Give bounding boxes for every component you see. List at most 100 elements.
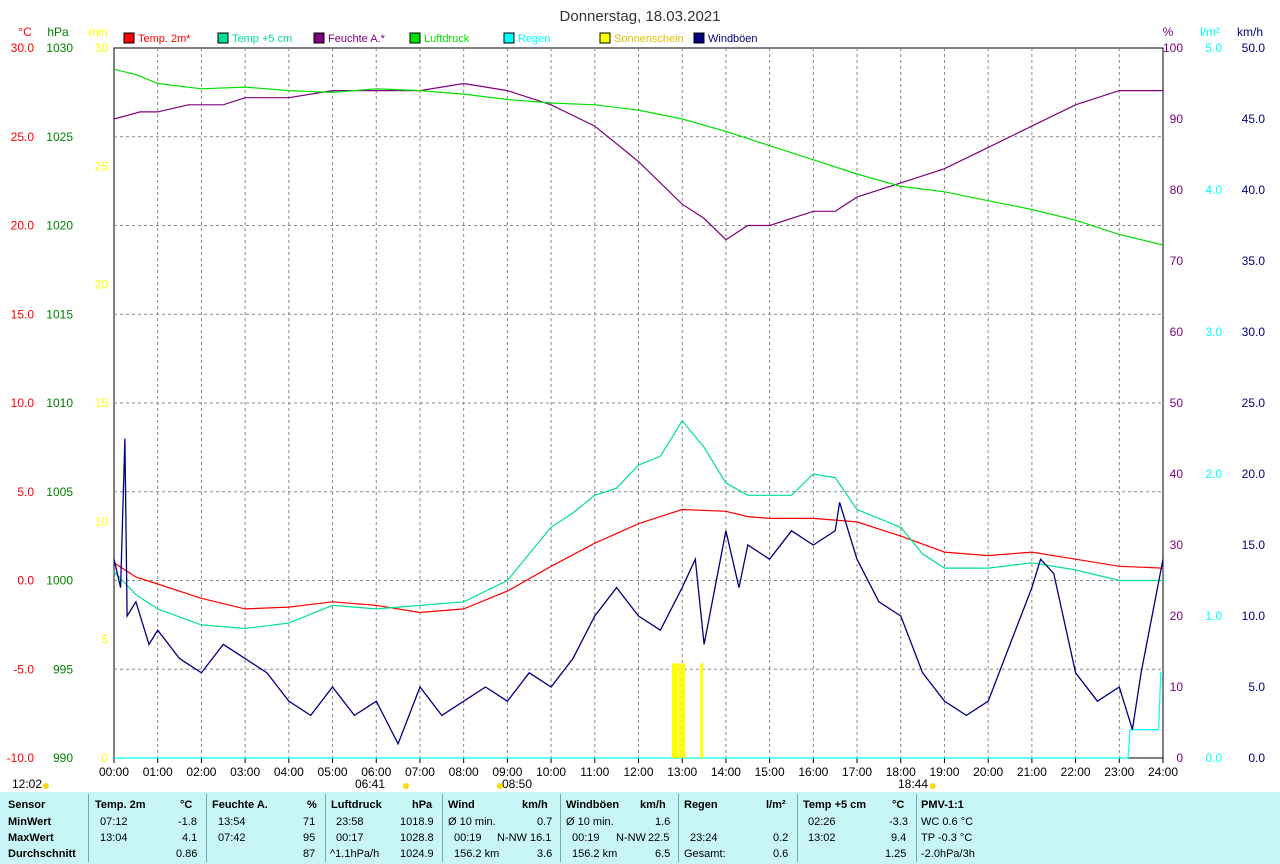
boeen-max: 22.5 xyxy=(648,832,670,844)
legend-swatch xyxy=(693,32,705,44)
temp5-min: -3.3 xyxy=(889,816,908,828)
sunshine-bar xyxy=(678,663,682,758)
wind-dist: 156.2 km xyxy=(454,848,500,860)
y-tick-label-temp_c: -10.0 xyxy=(7,751,35,765)
axis-unit-rain_lm2: l/m² xyxy=(1200,25,1220,39)
y-tick-label-pressure_hpa: 990 xyxy=(53,751,73,765)
y-tick-label-pressure_hpa: 1000 xyxy=(46,574,73,588)
x-tick-label: 10:00 xyxy=(536,765,566,779)
temp2m-min: -1.8 xyxy=(178,816,197,828)
x-tick-label: 14:00 xyxy=(711,765,741,779)
feuchte-min-time: 13:54 xyxy=(218,816,246,828)
y-tick-label-wind_kmh: 30.0 xyxy=(1242,325,1266,339)
header-wind: Wind xyxy=(448,799,475,811)
y-tick-label-wind_kmh: 0.0 xyxy=(1248,751,1265,765)
header-temp2m: Temp. 2m xyxy=(95,799,146,811)
regen-max: 0.2 xyxy=(773,832,789,844)
x-axis-ticks: 00:00 01:00 02:00 03:00 04:00 05:00 06:00 07:00… xyxy=(99,758,1178,779)
axis-unit-labels: °C hPa min% l/m² km/h xyxy=(18,25,1263,39)
y-tick-label-humidity_pct: 50 xyxy=(1170,396,1184,410)
y-tick-label-pressure_hpa: 1020 xyxy=(46,219,73,233)
header-boeen-unit: km/h xyxy=(640,799,666,811)
boeen-avg: 6.5 xyxy=(655,848,671,860)
header-feuchte-unit: % xyxy=(307,799,317,811)
time-annotation: 08:50 xyxy=(502,777,532,791)
time-annotation: 06:41 xyxy=(355,777,385,791)
x-tick-label: 16:00 xyxy=(798,765,828,779)
luftdruck-trend: ^1.1hPa/h xyxy=(330,848,380,860)
x-tick-label: 20:00 xyxy=(973,765,1003,779)
y-tick-label-sunshine_min: 15 xyxy=(95,396,109,410)
sun-marker-icon xyxy=(496,783,503,789)
x-tick-label: 07:00 xyxy=(405,765,435,779)
y-tick-label-wind_kmh: 35.0 xyxy=(1242,254,1266,268)
weather-chart: Donnerstag, 18.03.2021 Temp. 2m* Temp +5 … xyxy=(7,8,1266,791)
feuchte-avg: 87 xyxy=(303,848,316,860)
sunshine-bar xyxy=(700,663,704,758)
feuchte-min: 71 xyxy=(303,816,316,828)
wind-avg: 3.6 xyxy=(537,848,553,860)
header-boeen: Windböen xyxy=(566,799,620,811)
sun-marker-icon xyxy=(929,783,936,789)
y-axis-ticks: 30.025.020.015.010.05.00.0-5.0-10.010301… xyxy=(7,41,1266,765)
series-line xyxy=(114,672,1163,759)
x-tick-label: 03:00 xyxy=(230,765,260,779)
y-tick-label-humidity_pct: 70 xyxy=(1170,254,1184,268)
legend-label: Windböen xyxy=(708,33,758,45)
temp2m-min-time: 07:12 xyxy=(100,816,128,828)
y-tick-label-rain_lm2: 4.0 xyxy=(1205,183,1222,197)
y-tick-label-temp_c: 25.0 xyxy=(11,130,35,144)
axis-unit-sunshine_min: min xyxy=(88,25,107,39)
luftdruck-min: 1018.9 xyxy=(400,816,434,828)
luftdruck-avg: 1024.9 xyxy=(400,848,434,860)
axis-unit-temp_c: °C xyxy=(18,25,32,39)
y-tick-label-rain_lm2: 3.0 xyxy=(1205,325,1222,339)
y-tick-label-pressure_hpa: 1030 xyxy=(46,41,73,55)
axis-unit-pressure_hpa: hPa xyxy=(47,25,69,39)
y-tick-label-humidity_pct: 20 xyxy=(1170,609,1184,623)
y-tick-label-sunshine_min: 10 xyxy=(95,514,109,528)
series-line xyxy=(113,82,1163,241)
x-tick-label: 15:00 xyxy=(755,765,785,779)
time-annotation: 12:02 xyxy=(12,777,42,791)
y-tick-label-rain_lm2: 1.0 xyxy=(1205,609,1222,623)
temp2m-avg: 0.86 xyxy=(176,848,198,860)
y-tick-label-humidity_pct: 90 xyxy=(1170,112,1184,126)
y-tick-label-pressure_hpa: 1015 xyxy=(46,307,73,321)
series-line xyxy=(113,508,1164,614)
y-tick-label-temp_c: -5.0 xyxy=(13,662,34,676)
legend-swatch xyxy=(503,32,515,44)
pmv-trend: -2.0hPa/3h xyxy=(921,848,975,860)
x-tick-label: 22:00 xyxy=(1061,765,1091,779)
luftdruck-max-time: 00:17 xyxy=(336,832,364,844)
series-line xyxy=(113,419,1163,630)
legend-label: Sonnenschein xyxy=(614,33,684,45)
pmv-tp: TP -0.3 °C xyxy=(921,832,973,844)
wind-max-time: 00:19 xyxy=(454,832,482,844)
legend-label: Feuchte A.* xyxy=(328,33,386,45)
x-tick-label: 00:00 xyxy=(99,765,129,779)
series-lines xyxy=(113,68,1164,759)
header-wind-unit: km/h xyxy=(522,799,548,811)
header-feuchte: Feuchte A. xyxy=(212,799,268,811)
header-luftdruck-unit: hPa xyxy=(412,799,433,811)
y-tick-label-wind_kmh: 15.0 xyxy=(1242,538,1266,552)
x-tick-label: 02:00 xyxy=(186,765,216,779)
header-regen: Regen xyxy=(684,799,718,811)
temp5-avg: 1.25 xyxy=(885,848,907,860)
legend-label: Temp. 2m* xyxy=(138,33,191,45)
boeen-dist: 156.2 km xyxy=(572,848,618,860)
header-temp5-unit: °C xyxy=(892,799,905,811)
y-tick-label-wind_kmh: 10.0 xyxy=(1242,609,1266,623)
temp2m-max-time: 13:04 xyxy=(100,832,128,844)
y-tick-label-pressure_hpa: 1025 xyxy=(46,130,73,144)
y-tick-label-humidity_pct: 80 xyxy=(1170,183,1184,197)
y-tick-label-pressure_hpa: 995 xyxy=(53,662,73,676)
regen-max-time: 23:24 xyxy=(690,832,718,844)
boeen-max-dir: N-NW xyxy=(616,832,646,844)
x-tick-label: 11:00 xyxy=(580,765,609,779)
time-annotation: 18:44 xyxy=(898,777,928,791)
boeen-max-time: 00:19 xyxy=(572,832,600,844)
x-tick-label: 23:00 xyxy=(1104,765,1134,779)
y-tick-label-temp_c: 5.0 xyxy=(17,485,34,499)
